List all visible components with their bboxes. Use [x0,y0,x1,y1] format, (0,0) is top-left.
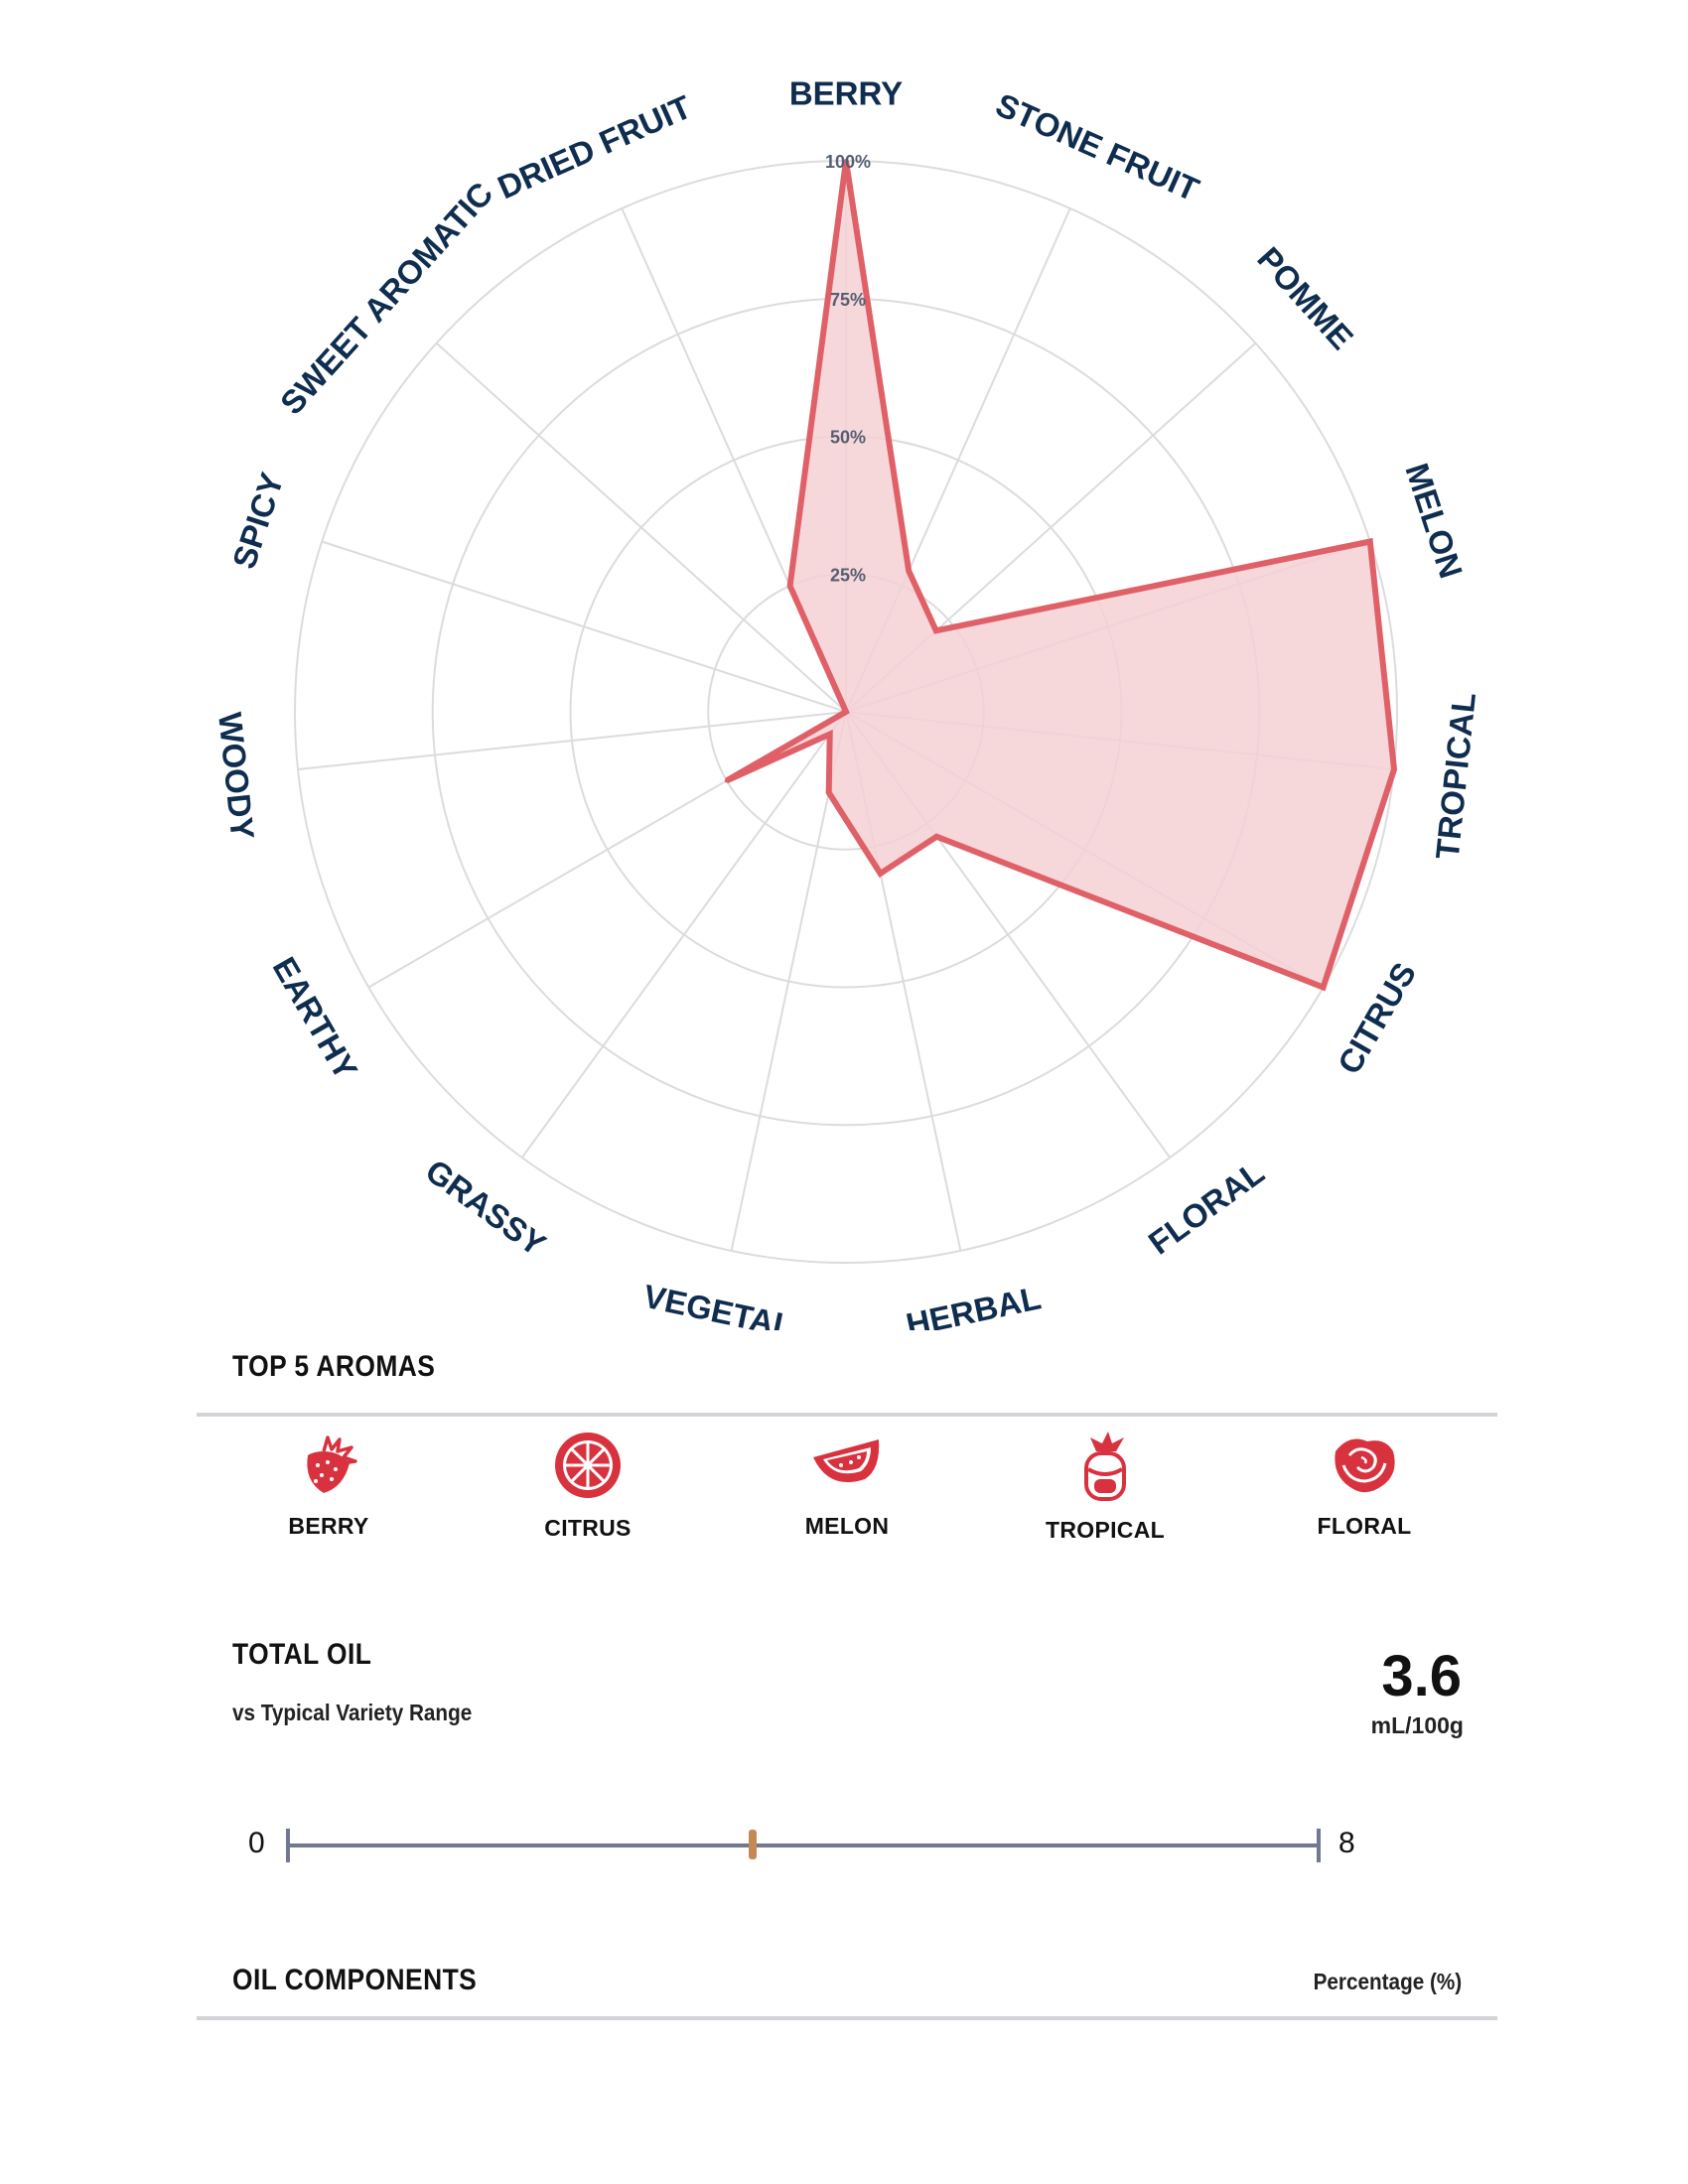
aroma-label-floral: FLORAL [1317,1513,1412,1539]
data-point-berry [844,159,848,163]
aroma-label-citrus: CITRUS [544,1515,632,1541]
tick-label-100: 100% [825,152,871,172]
axis-label-spicy: SPICY [225,469,291,574]
data-point-herbal [878,871,883,876]
axis-label-sweet-aromatic: SWEET AROMATIC [273,175,500,421]
aroma-citrus: CITRUS [489,1430,687,1542]
pineapple-icon [1084,1432,1126,1501]
oil-components-divider [197,2016,1497,2020]
percentage-column-header: Percentage (%) [1313,1969,1462,1994]
aroma-tropical: TROPICAL [1006,1430,1204,1544]
data-point-citrus [1321,985,1326,990]
total-oil-unit: mL/100g [1370,1712,1464,1738]
citrus-slice-icon [555,1433,621,1498]
rose-icon [1335,1438,1395,1493]
axis-label-vegetal: VEGETAL [640,1278,797,1330]
data-point-vegetal [826,790,831,795]
aroma-berry: BERRY [229,1430,428,1540]
aroma-label-berry: BERRY [288,1513,369,1539]
data-point-sweet-aromatic [844,710,848,714]
axis-label-tropical: TROPICAL [1429,691,1482,862]
data-point-dried-fruit [787,584,792,589]
oil-range-track [288,1843,1321,1847]
axis-label-melon: MELON [1398,459,1470,583]
grid-spoke-13 [321,540,847,713]
top-aromas-divider [197,1413,1497,1417]
aroma-label-melon: MELON [804,1513,890,1539]
grid-spoke-12 [297,711,847,771]
axis-label-floral: FLORAL [1142,1154,1271,1262]
oil-range-start-cap [286,1829,290,1862]
radar-series [724,159,1398,992]
axis-label-herbal: HERBAL [903,1279,1044,1330]
total-oil-value: 3.6 [1381,1644,1462,1708]
data-point-melon [1367,539,1372,544]
data-point-grassy [827,732,832,737]
radar-tick-labels: 25% 50% 75% 100% [825,152,871,585]
axis-label-pomme: POMME [1250,240,1360,356]
data-point-tropical [1391,767,1396,772]
aroma-floral: FLORAL [1265,1430,1464,1540]
data-point-stone-fruit [907,569,912,574]
oil-components-title: OIL COMPONENTS [232,1964,478,1996]
aroma-melon: MELON [748,1430,946,1540]
aroma-series-polygon [725,160,1398,992]
axis-label-earthy: EARTHY [266,951,365,1086]
melon-slice-icon [813,1439,880,1483]
data-point-pomme [933,628,938,633]
axis-label-grassy: GRASSY [419,1152,553,1263]
data-point-earthy [724,778,729,783]
oil-value-marker [749,1830,757,1859]
tick-label-50: 50% [830,428,866,448]
tick-label-75: 75% [830,290,866,310]
tick-label-25: 25% [830,565,866,585]
data-point-floral [934,834,939,839]
grid-spoke-10 [520,711,847,1159]
axis-label-woody: WOODY [211,711,261,841]
grid-spoke-9 [730,711,847,1252]
oil-range-end-cap [1317,1829,1321,1862]
grid-spoke-14 [435,341,847,713]
aroma-radar-chart: 25%50%75%100% BERRY STONE FRUITPOMMEMELON… [211,75,1482,1330]
range-max-label: 8 [1338,1827,1355,1859]
strawberry-icon [307,1435,357,1493]
axis-label-dried-fruit: DRIED FRUIT [492,88,697,206]
top-aromas-title: TOP 5 AROMAS [232,1350,436,1383]
axis-label-berry: BERRY [789,75,903,112]
total-oil-title: TOTAL OIL [232,1638,372,1671]
axis-label-citrus: CITRUS [1331,956,1423,1080]
aroma-label-tropical: TROPICAL [1046,1517,1165,1543]
total-oil-subtitle: vs Typical Variety Range [232,1700,473,1725]
range-min-label: 0 [248,1827,265,1859]
